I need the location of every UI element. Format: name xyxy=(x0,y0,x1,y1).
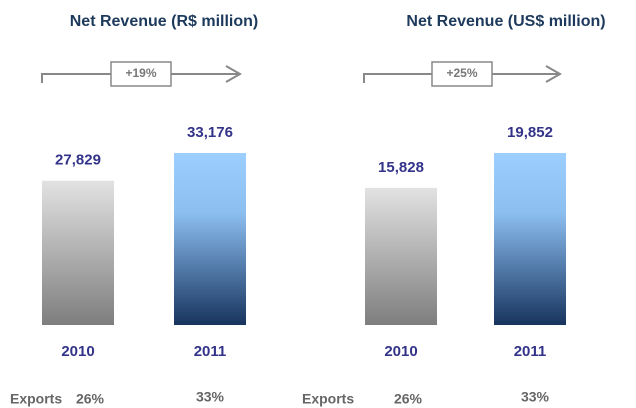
exports-value: 33% xyxy=(521,389,550,405)
growth-arrow xyxy=(41,65,243,83)
chart-title: Net Revenue (US$ million) xyxy=(406,13,605,30)
value-label: 27,829 xyxy=(55,152,101,169)
category-label: 2010 xyxy=(61,343,94,360)
bar xyxy=(494,153,566,325)
exports-label: Exports xyxy=(10,391,62,407)
bar xyxy=(42,180,114,325)
bar xyxy=(174,153,246,325)
value-label: 19,852 xyxy=(507,124,553,141)
growth-box xyxy=(431,61,493,87)
growth-box xyxy=(110,61,172,87)
exports-label: Exports xyxy=(302,391,354,407)
growth-arrow xyxy=(363,65,563,83)
bar xyxy=(365,187,437,325)
category-label: 2010 xyxy=(384,343,417,360)
category-label: 2011 xyxy=(514,343,547,360)
exports-value: 26% xyxy=(76,391,105,407)
value-label: 33,176 xyxy=(187,124,233,141)
chart-title: Net Revenue (R$ million) xyxy=(70,13,258,30)
exports-value: 26% xyxy=(394,391,423,407)
growth-label: +25% xyxy=(446,66,477,80)
category-label: 2011 xyxy=(194,343,227,360)
exports-value: 33% xyxy=(196,389,225,405)
value-label: 15,828 xyxy=(378,159,424,176)
growth-label: +19% xyxy=(125,66,156,80)
